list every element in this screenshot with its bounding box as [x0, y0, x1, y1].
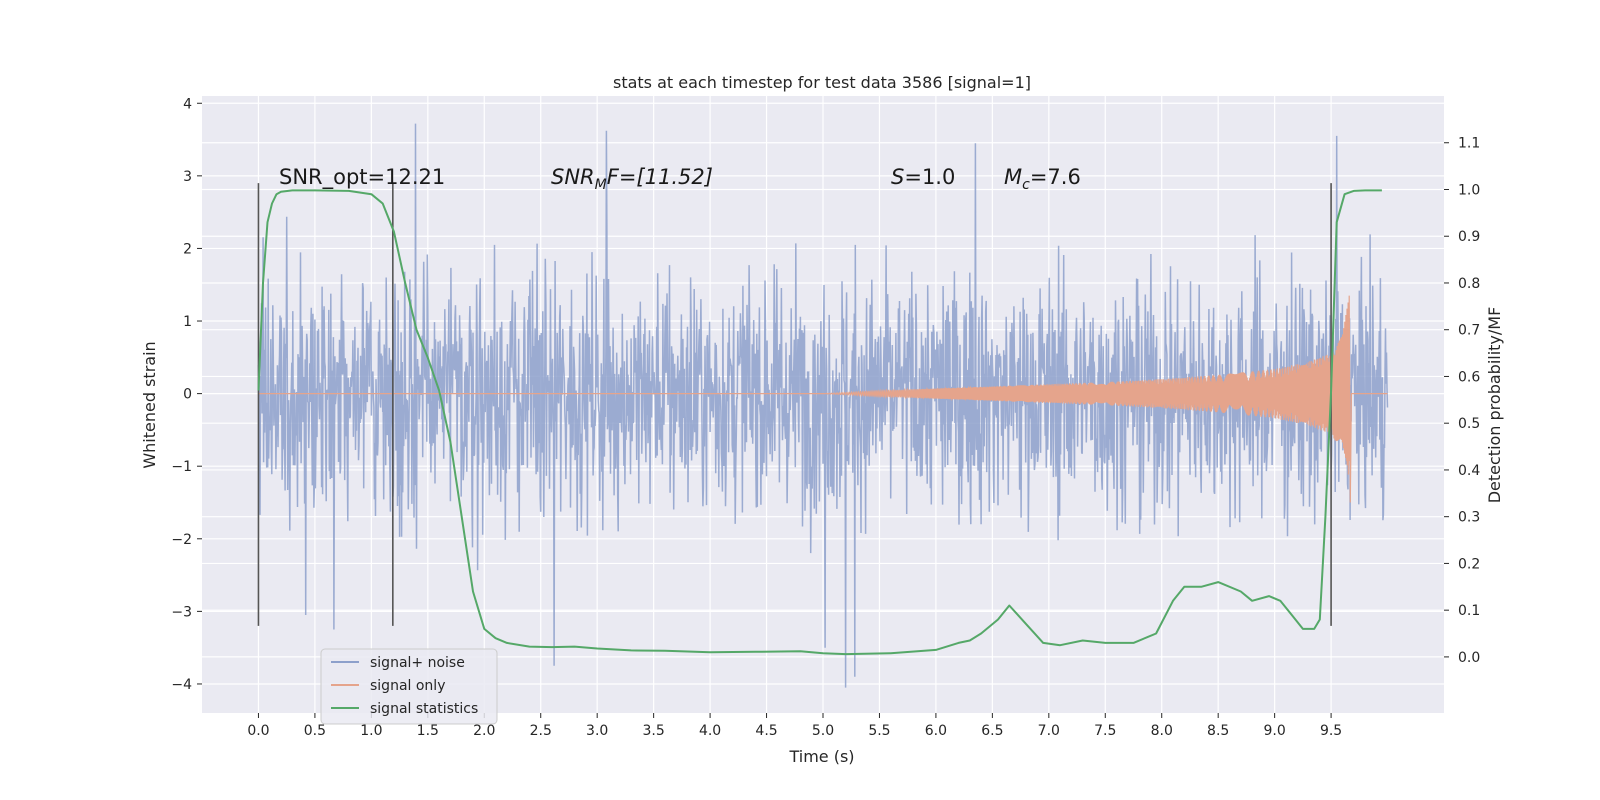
x-tick-label-15: 7.5	[1094, 723, 1116, 739]
signal-only-line	[258, 295, 1388, 503]
y-tick-label-7: 3	[183, 169, 192, 185]
legend-label-signal-statistics: signal statistics	[370, 701, 478, 717]
x-tick-label-9: 4.5	[755, 723, 777, 739]
x-axis-label: Time (s)	[788, 747, 854, 766]
annotation-snr-mf: SNRMF=[11.52]	[551, 165, 713, 193]
y2-tick-label-5: 0.5	[1458, 416, 1480, 432]
y2-axis-label: Detection probability/MF	[1485, 307, 1504, 504]
annotation-s-main: S	[891, 165, 904, 189]
legend-box	[320, 648, 498, 725]
annotation-mc: Mc=7.6	[1004, 165, 1081, 193]
annotation-s: S=1.0	[891, 165, 955, 189]
y-tick-label-2: −2	[171, 532, 192, 548]
y-axis-label: Whitened strain	[140, 341, 159, 468]
x-tick-label-17: 8.5	[1207, 723, 1229, 739]
y-tick-label-4: 0	[183, 387, 192, 403]
series-signal-only	[258, 295, 1388, 503]
y2-tick-label-9: 0.9	[1458, 229, 1480, 245]
y2-tick-label-2: 0.2	[1458, 556, 1480, 572]
annotation-s-rest: =1.0	[904, 165, 955, 189]
y-tick-label-5: 1	[183, 314, 192, 330]
x-tick-label-1: 0.5	[304, 723, 326, 739]
x-tick-label-19: 9.5	[1320, 723, 1342, 739]
x-axis-ticks: 0.0 0.5 1.0 1.5 2.0 2.5 3.0 3.5 4.0 4.5 5.0 5.5 6.0 6…	[247, 713, 1342, 739]
annotation-snr-mf-main: SNR	[551, 165, 595, 189]
annotation-mc-rest: =7.6	[1030, 165, 1081, 189]
x-tick-label-8: 4.0	[699, 723, 721, 739]
x-tick-label-12: 6.0	[925, 723, 947, 739]
signal-statistics-line	[257, 189, 1382, 656]
series-signal-statistics	[257, 189, 1382, 656]
x-tick-label-3: 1.5	[417, 723, 439, 739]
annotation-snr-opt: SNR_opt=12.21	[279, 165, 445, 190]
x-tick-label-18: 9.0	[1264, 723, 1286, 739]
signal-noise-line	[257, 123, 1389, 688]
annotation-mc-main: M	[1004, 165, 1022, 189]
x-tick-label-7: 3.5	[643, 723, 665, 739]
x-tick-label-13: 6.5	[981, 723, 1003, 739]
y-tick-label-1: −3	[171, 604, 192, 620]
annotation-snr-mf-sub: M	[595, 177, 607, 193]
x-tick-label-2: 1.0	[360, 723, 382, 739]
x-tick-label-16: 8.0	[1151, 723, 1173, 739]
series-signal-noise	[257, 123, 1389, 688]
x-tick-label-4: 2.0	[473, 723, 495, 739]
x-tick-label-14: 7.0	[1038, 723, 1060, 739]
annotation-snr-mf-rest: F=[11.52]	[607, 165, 713, 189]
y-tick-label-6: 2	[183, 241, 192, 257]
annotation-mc-sub: c	[1022, 177, 1030, 193]
x-tick-label-11: 5.5	[868, 723, 890, 739]
y-tick-label-0: −4	[171, 677, 192, 693]
x-tick-label-5: 2.5	[530, 723, 552, 739]
y2-tick-label-0: 0.0	[1458, 650, 1480, 666]
y2-axis-ticks: 0.0 0.1 0.2 0.3 0.4 0.5 0.6 0.7 0.8 0.9 1.0 1.1	[1444, 136, 1480, 666]
y2-tick-label-3: 0.3	[1458, 510, 1480, 526]
legend: signal+ noise signal only signal statist…	[320, 648, 498, 725]
y2-tick-label-10: 1.0	[1458, 182, 1480, 198]
y2-tick-label-7: 0.7	[1458, 323, 1480, 339]
y-axis-ticks: −4 −3 −2 −1 0 1 2 3 4	[171, 96, 202, 693]
legend-label-signal-only: signal only	[370, 678, 445, 694]
y2-tick-label-1: 0.1	[1458, 603, 1480, 619]
y2-tick-label-11: 1.1	[1458, 136, 1480, 152]
x-tick-label-6: 3.0	[586, 723, 608, 739]
x-tick-label-0: 0.0	[247, 723, 269, 739]
legend-label-signal-noise: signal+ noise	[370, 655, 465, 671]
chart-title: stats at each timestep for test data 358…	[613, 73, 1031, 92]
y2-tick-label-4: 0.4	[1458, 463, 1480, 479]
y2-tick-label-8: 0.8	[1458, 276, 1480, 292]
y2-tick-label-6: 0.6	[1458, 369, 1480, 385]
y-tick-label-3: −1	[171, 459, 192, 475]
y-tick-label-8: 4	[183, 96, 192, 112]
x-tick-label-10: 5.0	[812, 723, 834, 739]
